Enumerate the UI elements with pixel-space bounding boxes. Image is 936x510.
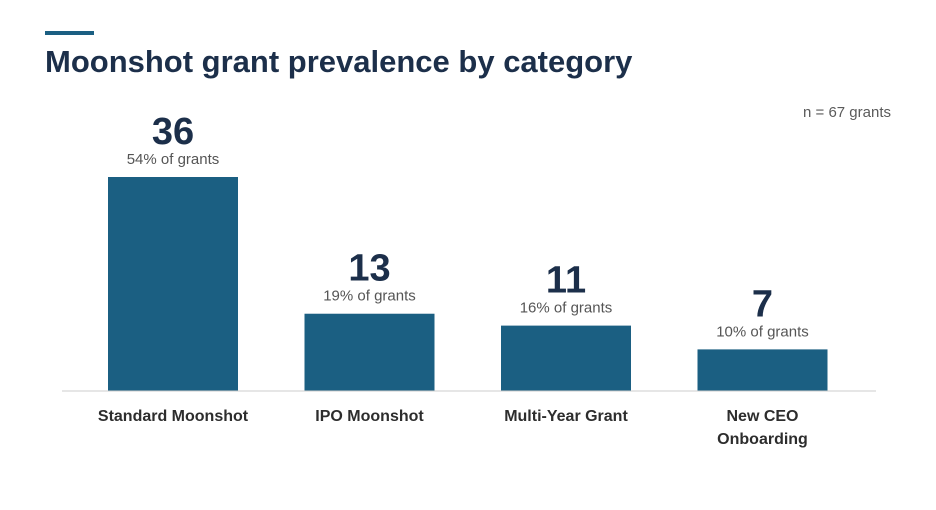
bar-value-label: 7 xyxy=(752,283,773,325)
bar-value-label: 36 xyxy=(152,111,194,153)
bar-2 xyxy=(501,325,631,391)
bar-1 xyxy=(304,313,435,391)
title-accent-bar xyxy=(45,31,94,35)
bar-percent-label: 10% of grants xyxy=(716,323,809,340)
bar-value-label: 13 xyxy=(348,248,390,290)
category-label: New CEO xyxy=(726,408,798,425)
category-label: Onboarding xyxy=(717,431,808,448)
bar-percent-label: 19% of grants xyxy=(323,288,416,305)
category-label: Multi-Year Grant xyxy=(504,408,628,425)
page-title: Moonshot grant prevalence by category xyxy=(45,44,633,79)
sample-size-note: n = 67 grants xyxy=(803,104,891,121)
bar-percent-label: 54% of grants xyxy=(127,151,220,168)
bar-3 xyxy=(697,349,828,391)
bar-percent-label: 16% of grants xyxy=(520,300,613,317)
bar-value-label: 11 xyxy=(546,260,586,302)
category-label: IPO Moonshot xyxy=(315,408,424,425)
bar-0 xyxy=(108,177,238,391)
category-label: Standard Moonshot xyxy=(98,408,249,425)
